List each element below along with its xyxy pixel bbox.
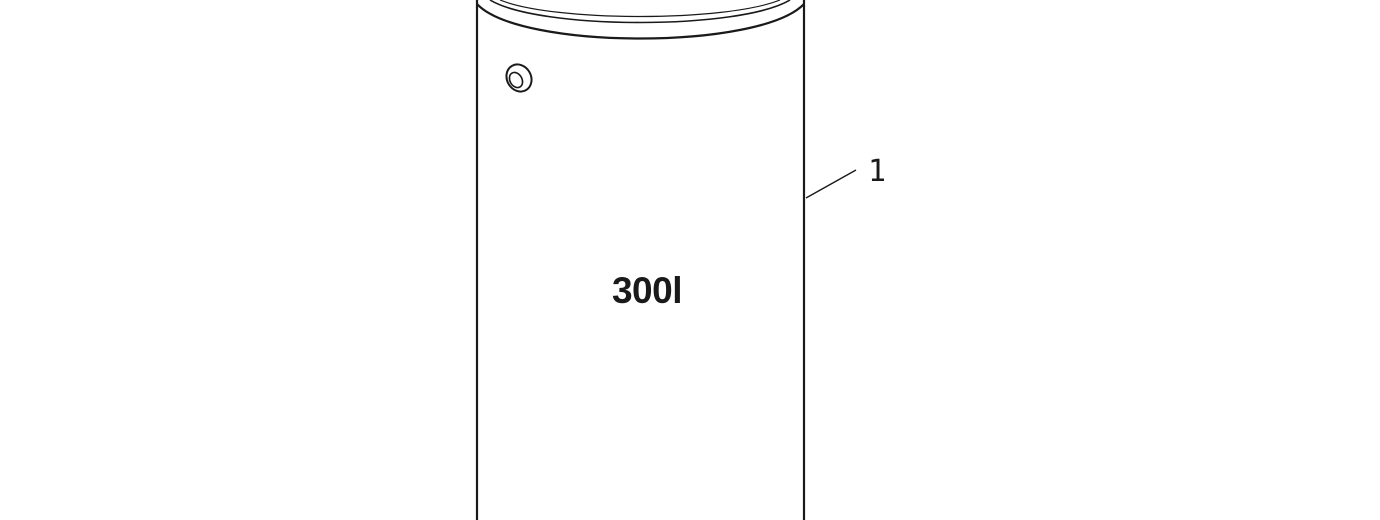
callout: 1: [805, 154, 886, 199]
tank-top-inner-rim: [489, 0, 791, 24]
tank-body: [475, 0, 806, 520]
tank-top: [476, 0, 805, 40]
callout-leader-line: [805, 169, 857, 199]
capacity-label: 300l: [612, 270, 682, 311]
callout-number: 1: [868, 154, 886, 189]
tank-top-rim: [476, 3, 805, 40]
tank-top-lid-edge: [499, 0, 781, 18]
fitting-outer-ring: [505, 63, 533, 93]
pipe-fitting-icon: [505, 63, 533, 93]
fitting-inner-ring: [508, 71, 524, 89]
